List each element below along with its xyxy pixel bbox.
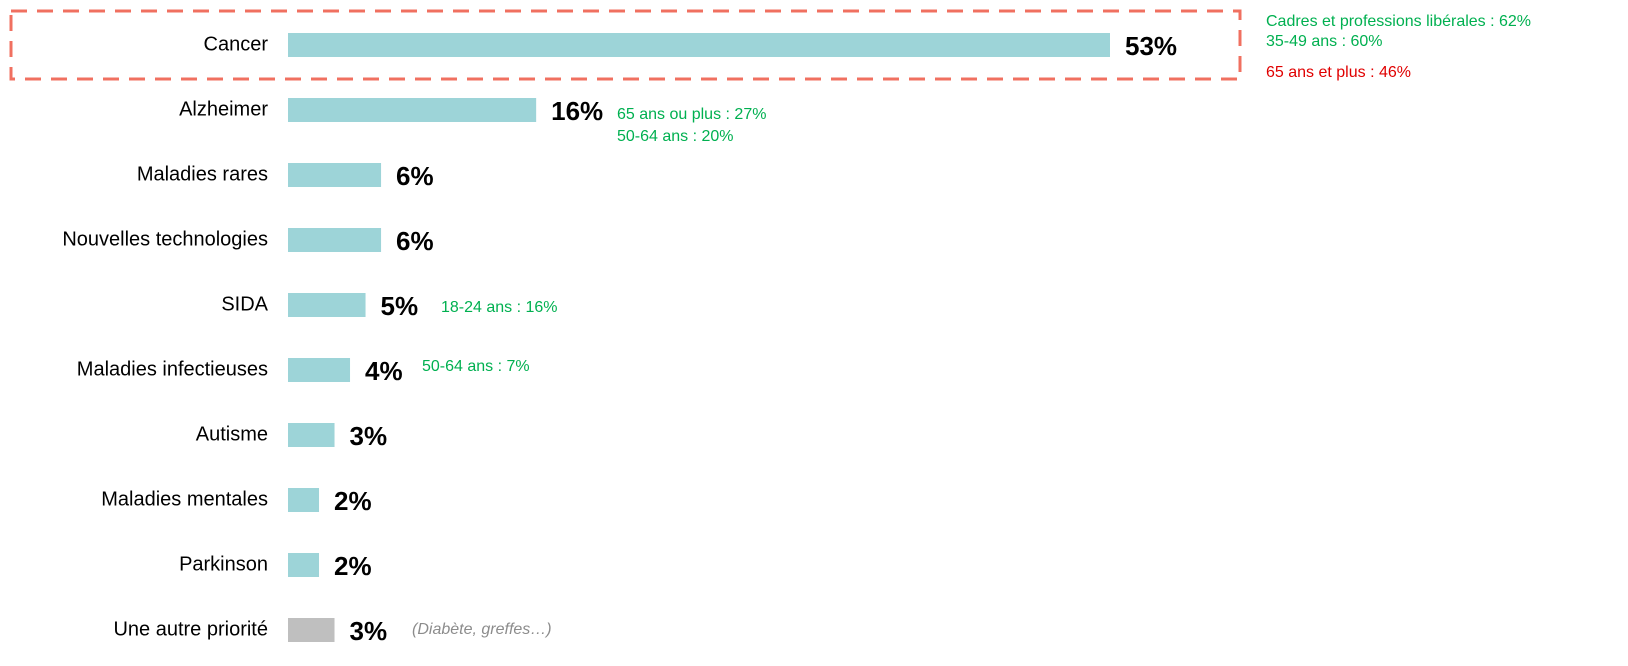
category-label: Une autre priorité <box>113 618 268 640</box>
annotation: 65 ans et plus : 46% <box>1266 64 1411 81</box>
value-label: 2% <box>334 551 372 581</box>
annotation: Cadres et professions libérales : 62% <box>1266 13 1531 30</box>
value-label: 6% <box>396 226 434 256</box>
bar <box>288 553 320 577</box>
annotation: 18-24 ans : 16% <box>441 299 558 316</box>
bar <box>288 163 382 187</box>
bar <box>288 33 1110 57</box>
bar <box>288 98 537 122</box>
category-label: Parkinson <box>179 553 268 575</box>
annotation: 50-64 ans : 7% <box>422 358 530 375</box>
value-label: 4% <box>365 356 403 386</box>
annotation: 50-64 ans : 20% <box>617 128 734 145</box>
category-label: Cancer <box>204 33 269 55</box>
bar <box>288 293 366 317</box>
annotation: 35-49 ans : 60% <box>1266 33 1383 50</box>
category-label: Maladies infectieuses <box>77 358 268 380</box>
category-label: Nouvelles technologies <box>62 228 268 250</box>
bar <box>288 618 335 642</box>
value-label: 5% <box>381 291 419 321</box>
value-label: 6% <box>396 161 434 191</box>
value-label: 16% <box>551 96 603 126</box>
category-label: Maladies rares <box>137 163 268 185</box>
category-label: SIDA <box>221 293 268 315</box>
value-label: 2% <box>334 486 372 516</box>
bar <box>288 228 382 252</box>
category-label: Alzheimer <box>179 98 268 120</box>
category-label: Maladies mentales <box>101 488 268 510</box>
value-label: 3% <box>350 421 388 451</box>
annotation: 65 ans ou plus : 27% <box>617 106 766 123</box>
bar <box>288 488 320 512</box>
value-label: 53% <box>1125 31 1177 61</box>
value-label: 3% <box>350 616 388 646</box>
bar <box>288 358 351 382</box>
highlight-box <box>9 9 1242 81</box>
category-label: Autisme <box>196 423 268 445</box>
annotation: (Diabète, greffes…) <box>412 621 552 638</box>
bar <box>288 423 335 447</box>
